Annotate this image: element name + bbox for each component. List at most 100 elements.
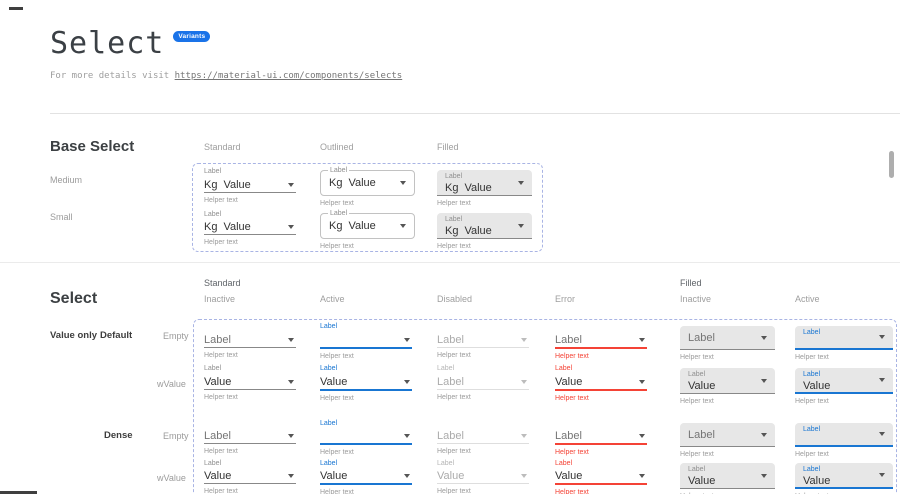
select-field-filled-active: Label Helper text — [795, 419, 893, 458]
select-control[interactable]: Kg Value — [445, 181, 524, 194]
helper-text: Helper text — [437, 352, 471, 359]
section-divider — [0, 262, 900, 263]
select-value: Value — [348, 177, 376, 189]
floating-label: Label — [803, 371, 821, 378]
select-field-standard-active: Label Helper text — [320, 322, 412, 360]
scrollbar-thumb[interactable] — [889, 151, 894, 178]
floating-label — [204, 322, 296, 332]
helper-text: Helper text — [795, 451, 829, 458]
helper-text: Helper text — [555, 353, 589, 360]
outlined-box[interactable]: Label Kg Value — [320, 166, 415, 196]
helper-text: Helper text — [320, 489, 354, 494]
select-field-standard-disabled: Label Helper text — [437, 419, 529, 455]
helper-text: Helper text — [437, 448, 471, 455]
floating-label: Label — [555, 365, 573, 372]
select-value: Label — [555, 333, 582, 346]
select-control[interactable]: Value — [555, 469, 647, 485]
floating-label — [437, 322, 529, 332]
select-value: Value — [688, 379, 716, 392]
helper-text: Helper text — [204, 488, 238, 494]
filled-box[interactable]: Label — [680, 326, 775, 350]
filled-box[interactable]: Label Kg Value — [437, 213, 532, 239]
dropdown-caret-icon — [288, 379, 294, 384]
floating-label: Label — [320, 365, 338, 372]
filled-box[interactable]: Label — [680, 423, 775, 447]
outlined-box[interactable]: Label Kg Value — [320, 209, 415, 239]
select-control[interactable]: Label — [688, 331, 715, 344]
floating-label: Label — [688, 466, 706, 473]
helper-text: Helper text — [204, 448, 238, 455]
helper-text: Helper text — [320, 353, 354, 360]
select-control[interactable]: Label — [688, 428, 715, 441]
helper-text: Helper text — [437, 200, 471, 207]
select-control[interactable]: Value — [204, 469, 296, 484]
dropdown-caret-icon — [288, 474, 294, 478]
select-control[interactable]: Kg Value — [329, 177, 406, 189]
floating-label: Label — [803, 466, 821, 473]
floating-label: Label — [204, 365, 222, 372]
dropdown-caret-icon — [521, 434, 527, 438]
select-control[interactable]: Kg Value — [329, 220, 406, 232]
filled-box[interactable]: Label — [795, 326, 893, 350]
filled-box[interactable]: Label Value — [680, 368, 775, 394]
select-control: Label — [437, 332, 529, 348]
docs-link[interactable]: https://material-ui.com/components/selec… — [174, 71, 403, 81]
helper-text: Helper text — [795, 398, 829, 405]
dropdown-caret-icon — [639, 337, 645, 342]
select-control: Value — [437, 469, 529, 484]
select-control[interactable]: Value — [204, 374, 296, 390]
select-value: Value — [803, 474, 831, 487]
floating-label: Label — [204, 460, 222, 467]
select-control[interactable]: Label — [555, 429, 647, 445]
helper-text: Helper text — [795, 354, 829, 361]
select-control[interactable]: Value — [320, 374, 412, 391]
helper-text: Helper text — [320, 395, 354, 402]
floating-label: Label — [320, 460, 338, 467]
select-field-standard-error: Label Helper text — [555, 322, 647, 360]
select-control[interactable]: Label — [555, 332, 647, 349]
row-label-small: Small — [50, 212, 73, 222]
select-value: Label — [437, 430, 464, 442]
floating-label: Label — [688, 371, 706, 378]
select-control[interactable]: Value — [688, 474, 767, 487]
select-control[interactable]: Label — [204, 429, 296, 444]
select-field-standard-disabled: Label Helper text — [437, 322, 529, 359]
dropdown-caret-icon — [879, 432, 885, 436]
select-control[interactable]: Kg Value — [204, 177, 296, 193]
value-prefix: Kg — [204, 221, 218, 233]
filled-box[interactable]: Label Value — [680, 463, 775, 489]
filled-box[interactable]: Label Value — [795, 463, 893, 489]
select-control[interactable] — [320, 332, 412, 349]
select-control[interactable]: Value — [803, 379, 885, 392]
value-prefix: Kg — [329, 177, 343, 189]
floating-label: Label — [437, 365, 455, 372]
select-control[interactable] — [803, 434, 885, 447]
select-control[interactable]: Kg Value — [445, 224, 524, 237]
floating-label — [555, 322, 647, 332]
select-value: Value — [555, 375, 583, 388]
helper-text: Helper text — [437, 394, 471, 401]
header-divider — [50, 113, 900, 114]
filled-box[interactable]: Label Kg Value — [437, 170, 532, 196]
filled-box[interactable]: Label — [795, 423, 893, 447]
select-control[interactable] — [803, 337, 885, 350]
select-control[interactable]: Value — [803, 474, 885, 487]
select-value: Label — [555, 430, 582, 442]
dropdown-caret-icon — [518, 180, 524, 185]
select-control[interactable]: Kg Value — [204, 220, 296, 235]
dropdown-caret-icon — [639, 474, 645, 478]
select-control[interactable]: Label — [204, 332, 296, 348]
select-field-filled-inactive: Label Helper text — [680, 322, 775, 361]
select-control[interactable]: Value — [688, 379, 767, 392]
base-select-group-outline — [192, 163, 543, 252]
state-header-disabled: Disabled — [437, 294, 473, 304]
select-control[interactable]: Value — [555, 374, 647, 391]
select-control[interactable] — [320, 429, 412, 445]
bottom-left-bar — [0, 491, 37, 494]
filled-box[interactable]: Label Value — [795, 368, 893, 394]
helper-text: Helper text — [204, 394, 238, 401]
dropdown-caret-icon — [288, 182, 294, 187]
select-control[interactable]: Value — [320, 469, 412, 485]
